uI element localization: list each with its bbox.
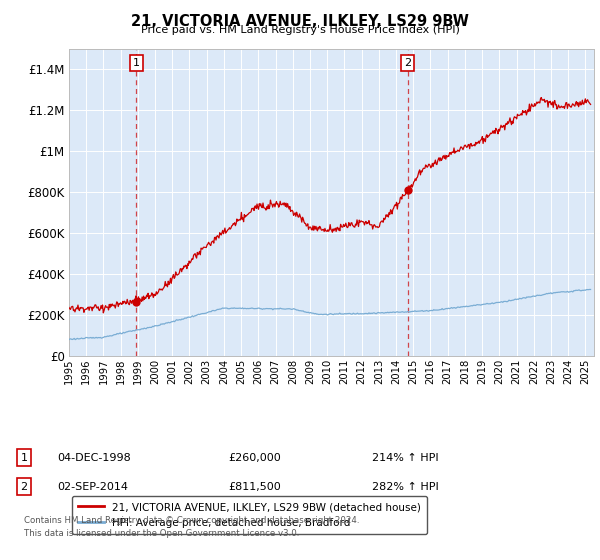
Text: This data is licensed under the Open Government Licence v3.0.: This data is licensed under the Open Gov… [24, 529, 299, 538]
Text: 2: 2 [404, 58, 411, 68]
Text: 282% ↑ HPI: 282% ↑ HPI [372, 482, 439, 492]
Text: 2: 2 [20, 482, 28, 492]
Text: 1: 1 [133, 58, 140, 68]
Text: 04-DEC-1998: 04-DEC-1998 [57, 452, 131, 463]
Text: 02-SEP-2014: 02-SEP-2014 [57, 482, 128, 492]
Text: £811,500: £811,500 [228, 482, 281, 492]
Text: 21, VICTORIA AVENUE, ILKLEY, LS29 9BW: 21, VICTORIA AVENUE, ILKLEY, LS29 9BW [131, 14, 469, 29]
Text: £260,000: £260,000 [228, 452, 281, 463]
Text: 1: 1 [20, 452, 28, 463]
Text: Price paid vs. HM Land Registry's House Price Index (HPI): Price paid vs. HM Land Registry's House … [140, 25, 460, 35]
Legend: 21, VICTORIA AVENUE, ILKLEY, LS29 9BW (detached house), HPI: Average price, deta: 21, VICTORIA AVENUE, ILKLEY, LS29 9BW (d… [71, 496, 427, 534]
Text: Contains HM Land Registry data © Crown copyright and database right 2024.: Contains HM Land Registry data © Crown c… [24, 516, 359, 525]
Text: 214% ↑ HPI: 214% ↑ HPI [372, 452, 439, 463]
